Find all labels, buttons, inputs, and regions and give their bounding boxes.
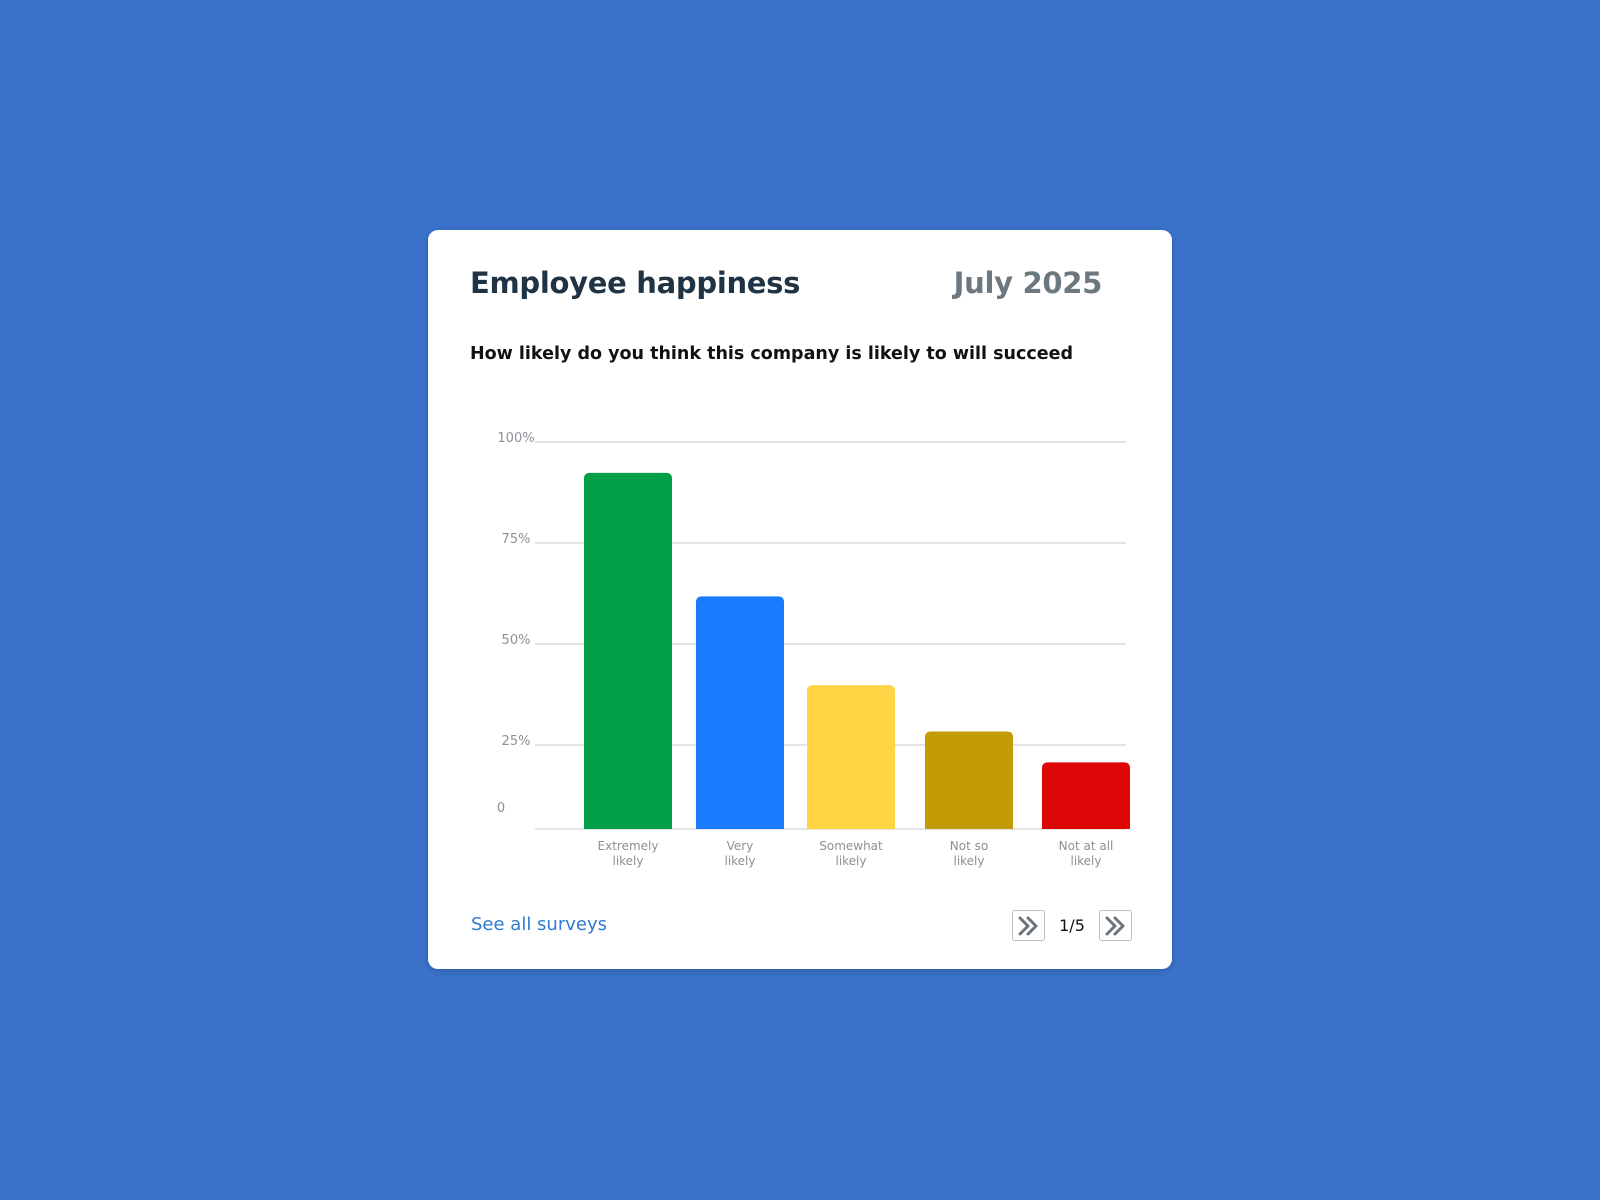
x-tick-label: likely bbox=[953, 854, 984, 868]
survey-card: Employee happiness July 2025 How likely … bbox=[428, 230, 1172, 969]
y-tick-label: 100% bbox=[497, 431, 534, 446]
x-tick-label: Very bbox=[727, 839, 754, 853]
y-tick-label: 50% bbox=[502, 633, 531, 648]
bar bbox=[584, 472, 672, 829]
previous-page-button[interactable] bbox=[1012, 910, 1045, 941]
bar-chart: 100%75%50%25%0ExtremelylikelyVerylikelyS… bbox=[497, 431, 1130, 868]
see-all-surveys-link[interactable]: See all surveys bbox=[471, 914, 607, 935]
x-tick-label: Not at all bbox=[1059, 839, 1114, 853]
bar bbox=[925, 731, 1013, 829]
x-tick-label: likely bbox=[835, 854, 866, 868]
x-tick-label: Not so bbox=[950, 839, 988, 853]
page-indicator: 1/5 bbox=[1059, 916, 1085, 935]
double-chevron-right-icon bbox=[1105, 916, 1124, 935]
bar bbox=[807, 685, 895, 829]
x-tick-label: Somewhat bbox=[819, 839, 883, 853]
y-tick-label: 0 bbox=[497, 801, 505, 816]
x-tick-label: likely bbox=[724, 854, 755, 868]
x-tick-label: Extremely bbox=[598, 839, 659, 853]
bar bbox=[696, 596, 784, 829]
double-chevron-icon bbox=[1018, 916, 1037, 935]
survey-question: How likely do you think this company is … bbox=[470, 344, 1074, 364]
y-tick-label: 25% bbox=[502, 734, 531, 749]
next-page-button[interactable] bbox=[1099, 910, 1132, 941]
x-tick-label: likely bbox=[612, 854, 643, 868]
x-tick-label: likely bbox=[1070, 854, 1101, 868]
bar bbox=[1042, 762, 1130, 829]
card-title: Employee happiness bbox=[470, 266, 801, 300]
y-tick-label: 75% bbox=[502, 532, 531, 547]
survey-date: July 2025 bbox=[953, 266, 1103, 300]
